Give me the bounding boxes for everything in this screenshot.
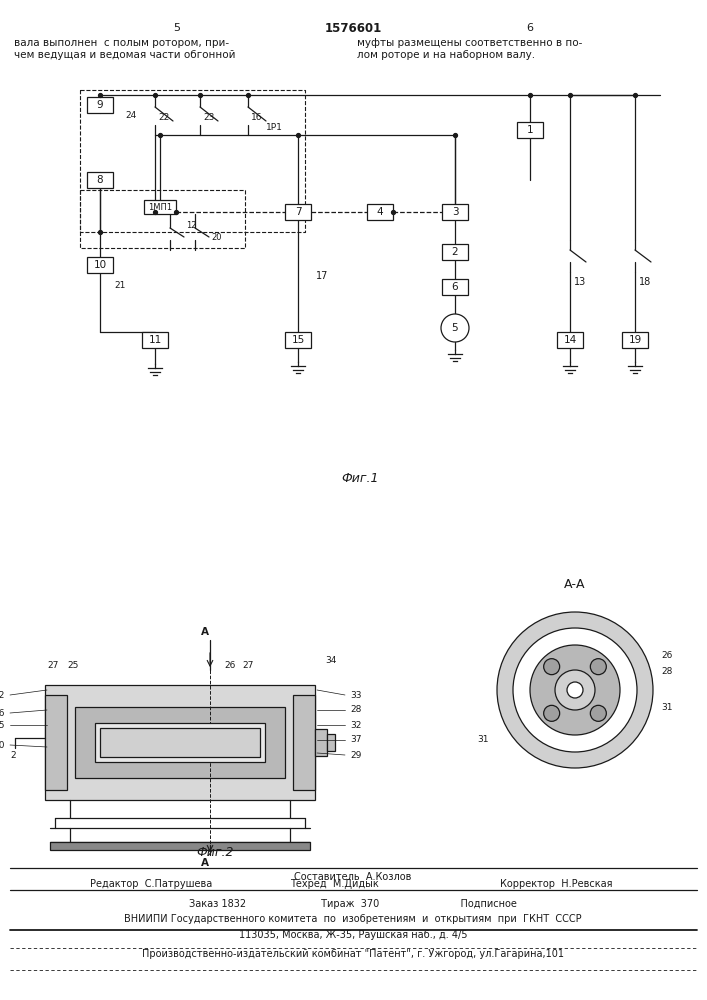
Bar: [442, 244, 468, 260]
Bar: [100, 728, 260, 757]
Text: 8: 8: [97, 175, 103, 185]
Text: А: А: [201, 627, 209, 637]
Text: 36: 36: [0, 708, 5, 718]
Text: 10: 10: [93, 260, 107, 270]
Text: 19: 19: [629, 335, 642, 345]
Text: 1МП1: 1МП1: [148, 202, 172, 212]
Text: 5: 5: [452, 323, 458, 333]
Bar: [622, 332, 648, 348]
Text: 24: 24: [125, 110, 136, 119]
Text: 18: 18: [639, 277, 651, 287]
Bar: [45, 685, 315, 800]
Text: 2: 2: [452, 247, 458, 257]
Text: 15: 15: [291, 335, 305, 345]
Text: 21: 21: [114, 280, 125, 290]
Bar: [285, 204, 311, 220]
Text: 3: 3: [452, 207, 458, 217]
Bar: [517, 122, 543, 138]
Circle shape: [567, 682, 583, 698]
Text: А: А: [201, 858, 209, 868]
Text: 32: 32: [350, 720, 361, 730]
Text: 2: 2: [10, 751, 16, 760]
Text: Производственно-издательский комбинат "Патент", г. Ужгород, ул.Гагарина,101: Производственно-издательский комбинат "П…: [142, 949, 564, 959]
Text: 5: 5: [173, 23, 180, 33]
Text: 1: 1: [527, 125, 533, 135]
Circle shape: [590, 659, 607, 675]
Text: Фиг.1: Фиг.1: [341, 472, 379, 485]
Text: Составитель  А.Козлов: Составитель А.Козлов: [294, 872, 411, 882]
Circle shape: [441, 314, 469, 342]
Text: 7: 7: [295, 207, 301, 217]
Bar: [50, 842, 310, 850]
Text: Фиг.2: Фиг.2: [197, 846, 234, 858]
Bar: [75, 707, 285, 778]
Text: чем ведущая и ведомая части обгонной: чем ведущая и ведомая части обгонной: [14, 50, 235, 60]
Text: 6: 6: [527, 23, 534, 33]
Bar: [45, 695, 67, 790]
Text: лом роторе и на наборном валу.: лом роторе и на наборном валу.: [357, 50, 535, 60]
Bar: [442, 204, 468, 220]
Bar: [327, 734, 335, 751]
Text: 26: 26: [224, 661, 235, 670]
Text: 35: 35: [0, 720, 5, 730]
Text: 113035, Москва, Ж-35, Раушская наб., д. 4/5: 113035, Москва, Ж-35, Раушская наб., д. …: [239, 930, 467, 940]
Text: 32: 32: [0, 690, 5, 700]
Text: 11: 11: [148, 335, 162, 345]
Text: 22: 22: [158, 112, 169, 121]
Bar: [87, 97, 113, 113]
Text: 27: 27: [243, 661, 254, 670]
Bar: [142, 332, 168, 348]
Bar: [442, 279, 468, 295]
Text: 37: 37: [350, 736, 361, 744]
Text: 14: 14: [563, 335, 577, 345]
Text: 1Р1: 1Р1: [266, 122, 283, 131]
Bar: [144, 200, 176, 214]
Text: 33: 33: [350, 690, 361, 700]
Text: 23: 23: [203, 112, 214, 121]
Text: 29: 29: [350, 750, 361, 760]
Circle shape: [530, 645, 620, 735]
Text: Техред  М.Дидык: Техред М.Дидык: [290, 879, 379, 889]
Circle shape: [544, 659, 560, 675]
Text: 28: 28: [350, 706, 361, 714]
Text: 9: 9: [97, 100, 103, 110]
Bar: [95, 723, 265, 762]
Text: муфты размещены соответственно в по-: муфты размещены соответственно в по-: [357, 38, 583, 48]
Text: 16: 16: [251, 112, 262, 121]
Text: Редактор  С.Патрушева: Редактор С.Патрушева: [90, 879, 212, 889]
Bar: [315, 729, 327, 756]
Text: 31: 31: [477, 736, 489, 744]
Text: Корректор  Н.Ревская: Корректор Н.Ревская: [500, 879, 612, 889]
Text: 28: 28: [661, 668, 672, 676]
Bar: [367, 204, 393, 220]
Text: 26: 26: [661, 650, 672, 660]
Circle shape: [513, 628, 637, 752]
Text: 4: 4: [377, 207, 383, 217]
Text: 13: 13: [574, 277, 586, 287]
Text: Заказ 1832                        Тираж  370                          Подписное: Заказ 1832 Тираж 370 Подписное: [189, 899, 517, 909]
Bar: [87, 172, 113, 188]
Text: А-А: А-А: [564, 578, 586, 590]
Text: ВНИИПИ Государственного комитета  по  изобретениям  и  открытиям  при  ГКНТ  ССС: ВНИИПИ Государственного комитета по изоб…: [124, 914, 582, 924]
Bar: [557, 332, 583, 348]
Circle shape: [555, 670, 595, 710]
Bar: [87, 257, 113, 273]
Text: 20: 20: [211, 233, 221, 242]
Bar: [293, 695, 315, 790]
Bar: [285, 332, 311, 348]
Text: вала выполнен  с полым ротором, при-: вала выполнен с полым ротором, при-: [14, 38, 229, 48]
Text: 25: 25: [67, 661, 78, 670]
Text: 30: 30: [0, 740, 5, 750]
Text: 27: 27: [47, 661, 59, 670]
Circle shape: [497, 612, 653, 768]
Text: 1576601: 1576601: [325, 21, 382, 34]
Text: 6: 6: [452, 282, 458, 292]
Text: 17: 17: [316, 271, 328, 281]
Circle shape: [544, 705, 560, 721]
Text: 34: 34: [325, 656, 337, 665]
Text: 31: 31: [661, 704, 672, 712]
Text: 12: 12: [186, 222, 197, 231]
Circle shape: [590, 705, 607, 721]
